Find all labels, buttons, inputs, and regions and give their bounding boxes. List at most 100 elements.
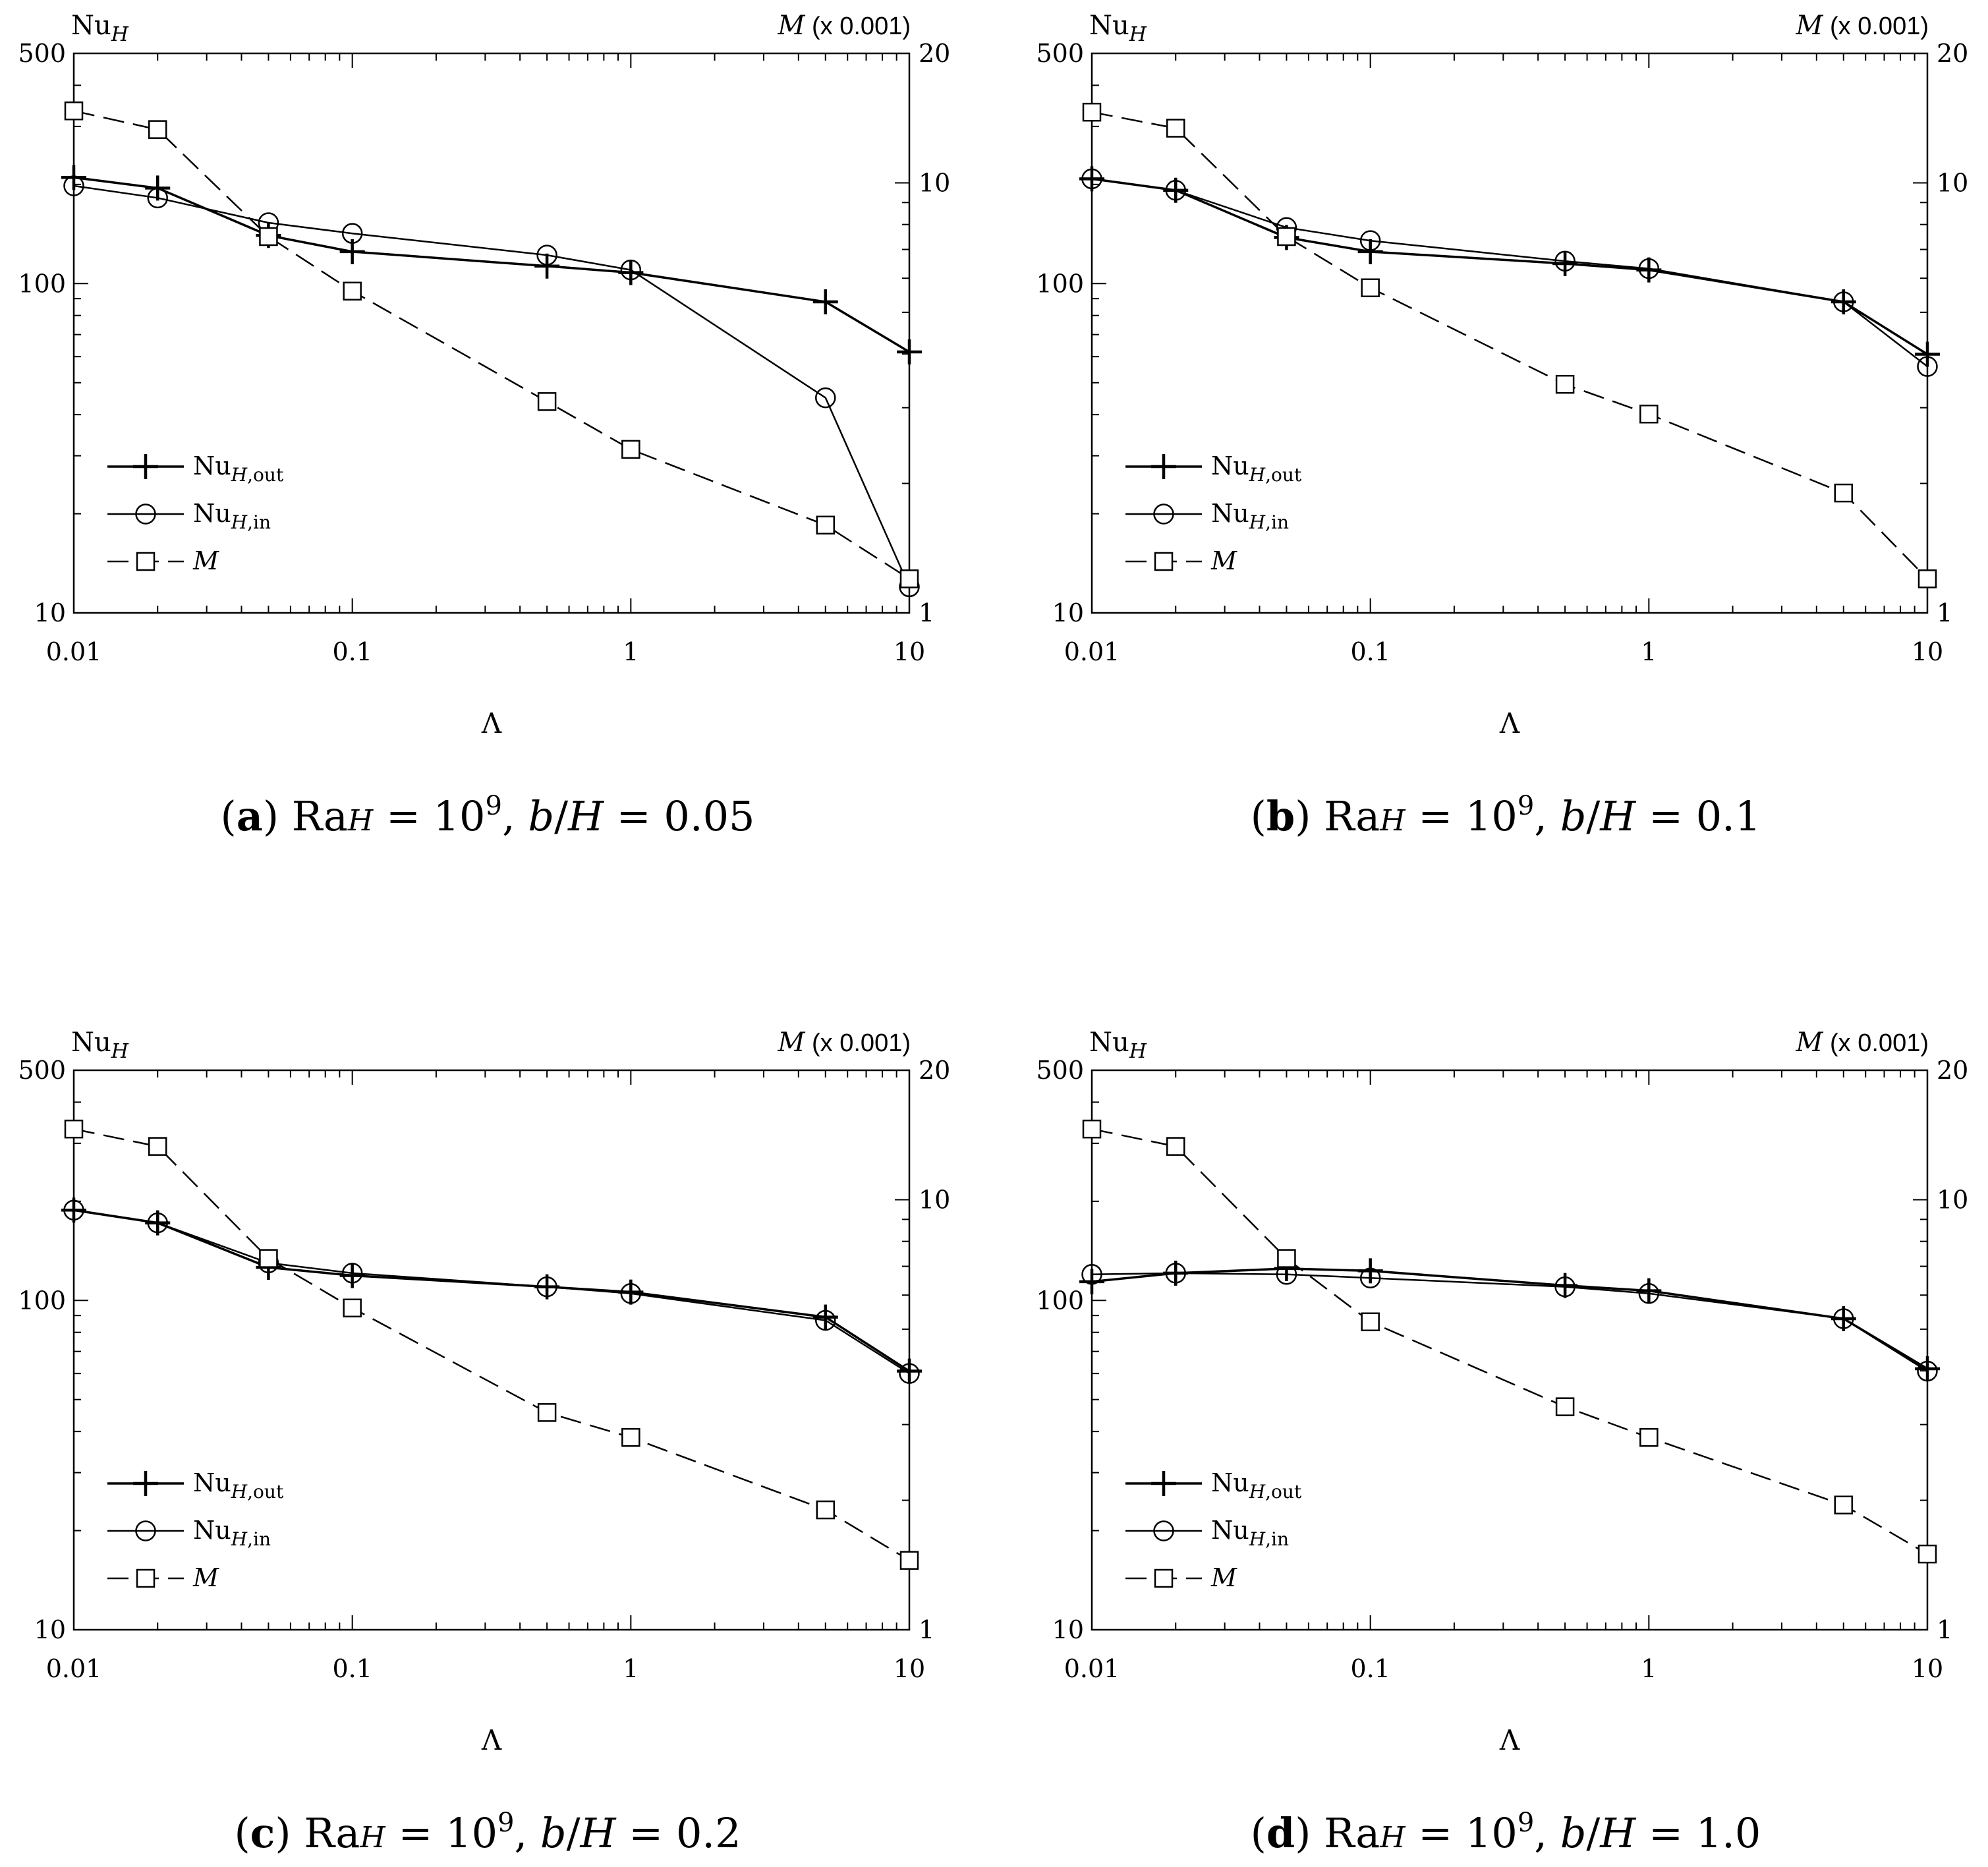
data-point-square bbox=[1082, 102, 1102, 122]
data-point-plus bbox=[534, 253, 560, 279]
data-point-plus bbox=[897, 1358, 922, 1384]
x-tick-label: 10 bbox=[894, 637, 925, 666]
panel-caption: (b) RaH = 109, b/H = 0.1 bbox=[1251, 791, 1761, 840]
data-point-circle bbox=[1917, 1360, 1938, 1382]
data-point-circle bbox=[815, 1309, 836, 1331]
data-point-plus bbox=[534, 1274, 560, 1300]
chart-panel-b: 0.01 0.1 1 10 10 100 500 1 10 20 NuH M (x 0.001) Λ Nu… bbox=[1036, 11, 1968, 840]
data-point-circle bbox=[1554, 1276, 1576, 1298]
data-point-square bbox=[1639, 405, 1659, 424]
data-point-square bbox=[537, 1403, 557, 1422]
data-point-circle bbox=[899, 1363, 920, 1384]
x-tick-label: 0.01 bbox=[1064, 637, 1120, 666]
y-tick-label: 500 bbox=[1036, 1056, 1084, 1085]
series-line-plus bbox=[74, 176, 909, 353]
legend-label: NuH,in bbox=[1211, 1516, 1289, 1550]
y2-tick-label: 20 bbox=[1937, 39, 1968, 68]
x-tick-label: 0.01 bbox=[46, 637, 102, 666]
data-point-square bbox=[1361, 1312, 1380, 1332]
data-point-square bbox=[1166, 119, 1185, 138]
data-point-circle bbox=[1165, 1263, 1186, 1284]
data-point-square bbox=[1639, 1427, 1659, 1447]
legend-label: NuH,out bbox=[1211, 1468, 1302, 1503]
plot-area bbox=[74, 110, 909, 587]
y-tick-label: 500 bbox=[1036, 39, 1084, 68]
data-point-square bbox=[1917, 1544, 1937, 1564]
data-point-square bbox=[64, 1119, 84, 1139]
plot-area bbox=[1092, 1128, 1927, 1555]
legend-marker-square bbox=[136, 552, 156, 571]
data-point-plus bbox=[1357, 239, 1383, 264]
data-point-circle bbox=[620, 259, 642, 281]
series-line-square bbox=[74, 1128, 909, 1561]
data-point-circle bbox=[1359, 230, 1381, 251]
data-point-square bbox=[1277, 227, 1296, 246]
series-line-circle bbox=[74, 185, 909, 587]
legend-marker-square bbox=[136, 1568, 156, 1588]
legend-marker-circle bbox=[1153, 503, 1174, 525]
x-tick-label: 0.1 bbox=[1350, 1654, 1390, 1683]
data-point-circle bbox=[815, 387, 836, 409]
series-line-plus bbox=[74, 1209, 909, 1373]
data-point-square bbox=[1834, 1495, 1854, 1514]
data-point-plus bbox=[1552, 250, 1578, 276]
data-point-square bbox=[1917, 569, 1937, 589]
y2-tick-label: 10 bbox=[919, 168, 950, 197]
legend-marker-plus bbox=[133, 1471, 158, 1496]
y2-tick-label: 1 bbox=[1937, 598, 1952, 627]
x-tick-label: 0.1 bbox=[1350, 637, 1390, 666]
series-line-plus bbox=[1092, 177, 1927, 356]
data-point-square bbox=[1166, 1137, 1185, 1156]
legend-label: NuH,out bbox=[193, 1468, 284, 1503]
panel-caption: (a) RaH = 109, b/H = 0.05 bbox=[221, 791, 755, 840]
data-point-square bbox=[816, 1500, 836, 1520]
data-point-circle bbox=[536, 244, 557, 266]
plot-frame bbox=[72, 52, 911, 614]
y2-tick-label: 10 bbox=[1937, 168, 1968, 197]
x-tick-label: 1 bbox=[1641, 637, 1657, 666]
y2-tick-label: 10 bbox=[919, 1185, 950, 1214]
y-tick-label: 100 bbox=[18, 1286, 66, 1315]
series-line-circle bbox=[1092, 1272, 1927, 1372]
data-point-circle bbox=[1917, 356, 1938, 377]
legend-label: M bbox=[1210, 1563, 1237, 1592]
data-point-plus bbox=[1079, 1269, 1104, 1294]
chart-panel-c: 0.01 0.1 1 10 10 100 500 1 10 20 NuH M (x 0.001) Λ Nu… bbox=[18, 1027, 950, 1857]
plot-frame bbox=[72, 1069, 911, 1631]
right-axis-label: M (x 0.001) bbox=[778, 11, 911, 41]
y-tick-label: 100 bbox=[1036, 269, 1084, 298]
left-axis-label: NuH bbox=[1089, 11, 1147, 46]
data-point-plus bbox=[1163, 177, 1189, 203]
legend-label: NuH,in bbox=[193, 1516, 271, 1550]
plot-area bbox=[74, 1128, 909, 1561]
left-axis-label: NuH bbox=[1089, 1027, 1147, 1063]
y2-tick-label: 10 bbox=[1937, 1185, 1968, 1214]
data-point-circle bbox=[620, 1282, 642, 1304]
data-point-square bbox=[1834, 483, 1854, 503]
x-tick-label: 10 bbox=[894, 1654, 925, 1683]
legend-marker-plus bbox=[1151, 1471, 1176, 1496]
y-tick-label: 500 bbox=[18, 1056, 66, 1085]
data-point-square bbox=[899, 1551, 919, 1570]
data-point-square bbox=[1555, 1397, 1575, 1416]
x-tick-label: 1 bbox=[623, 637, 639, 666]
series-line-square bbox=[1092, 111, 1927, 580]
data-point-square bbox=[259, 227, 278, 246]
x-tick-label: 0.01 bbox=[46, 1654, 102, 1683]
legend-label: NuH,in bbox=[1211, 499, 1289, 533]
data-point-square bbox=[148, 120, 167, 139]
data-point-plus bbox=[812, 289, 838, 315]
left-axis-label: NuH bbox=[71, 1027, 129, 1063]
y-tick-label: 10 bbox=[34, 598, 66, 627]
data-point-square bbox=[259, 1249, 278, 1268]
data-point-square bbox=[343, 1298, 362, 1318]
data-point-square bbox=[1277, 1249, 1296, 1268]
data-point-plus bbox=[1831, 289, 1856, 315]
legend-marker-circle bbox=[1153, 1520, 1174, 1541]
legend-label: M bbox=[192, 1563, 219, 1592]
data-point-circle bbox=[341, 223, 363, 244]
data-point-square bbox=[621, 440, 640, 459]
series-line-square bbox=[1092, 1128, 1927, 1555]
data-point-square bbox=[1082, 1119, 1102, 1139]
